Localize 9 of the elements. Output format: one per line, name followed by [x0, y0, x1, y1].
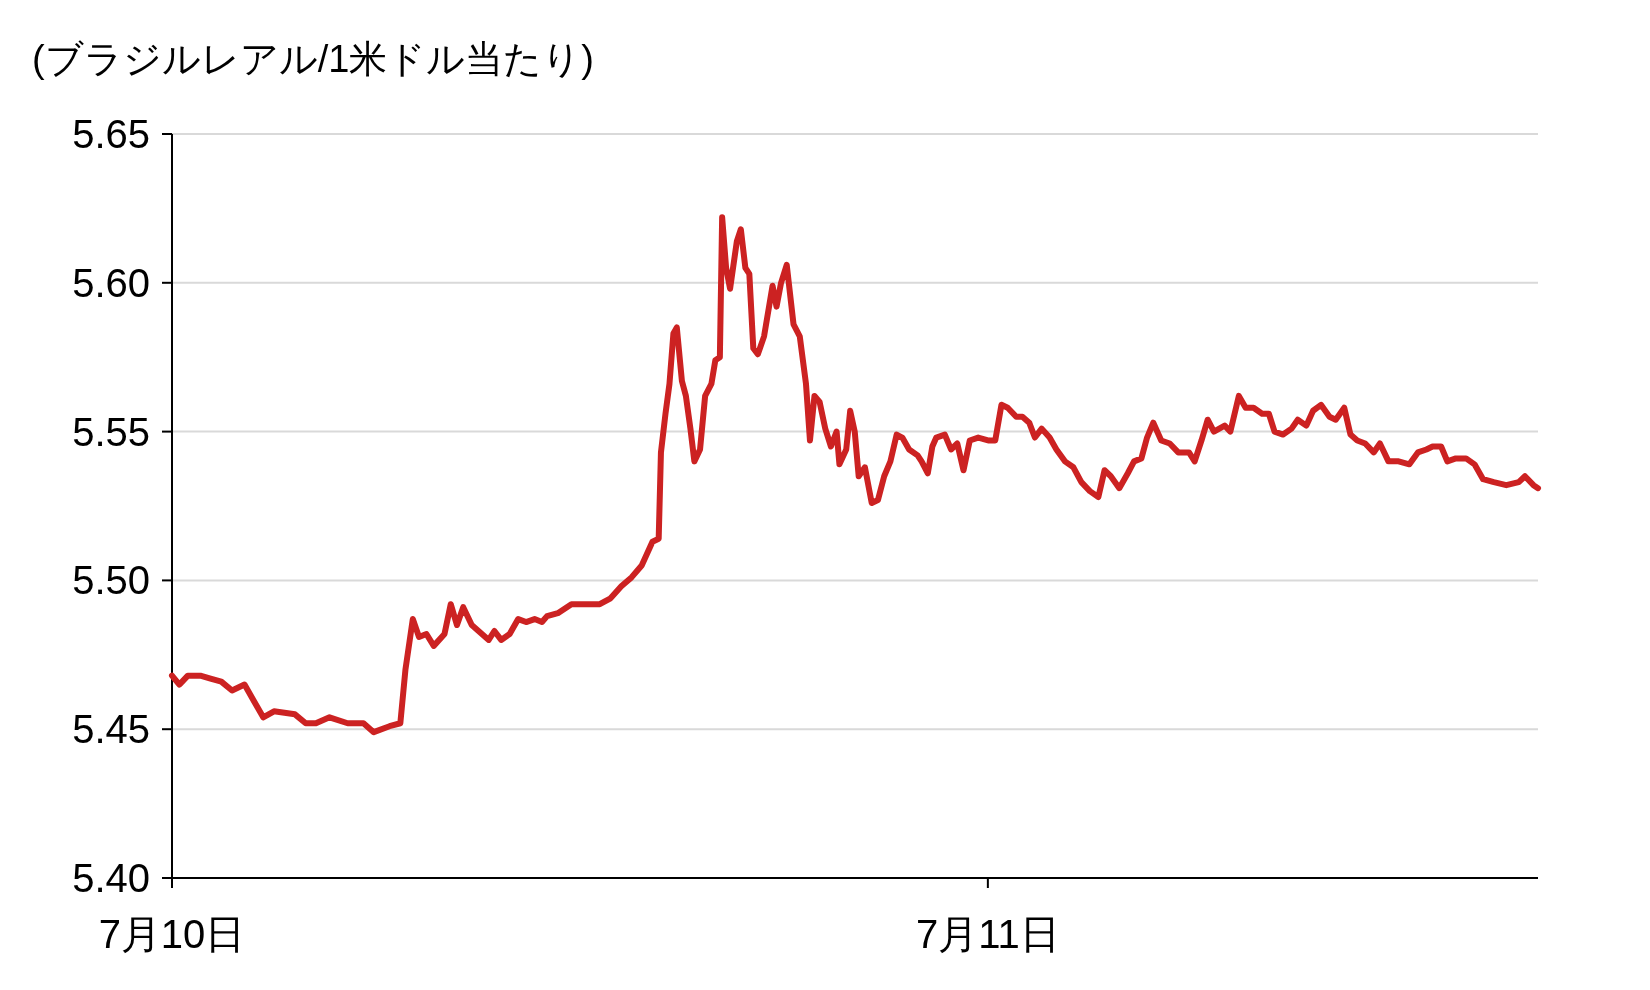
y-tick-label: 5.45 — [72, 707, 150, 752]
y-axis-title: (ブラジルレアル/1米ドル当たり) — [32, 38, 594, 80]
x-tick-label: 7月11日 — [915, 912, 1060, 956]
y-tick-label: 5.50 — [72, 558, 150, 603]
y-tick-label: 5.65 — [72, 112, 150, 156]
x-tick-label: 7月10日 — [98, 912, 246, 956]
y-tick-label: 5.60 — [72, 260, 150, 305]
y-tick-label: 5.40 — [72, 856, 150, 900]
y-tick-label: 5.55 — [72, 409, 150, 454]
